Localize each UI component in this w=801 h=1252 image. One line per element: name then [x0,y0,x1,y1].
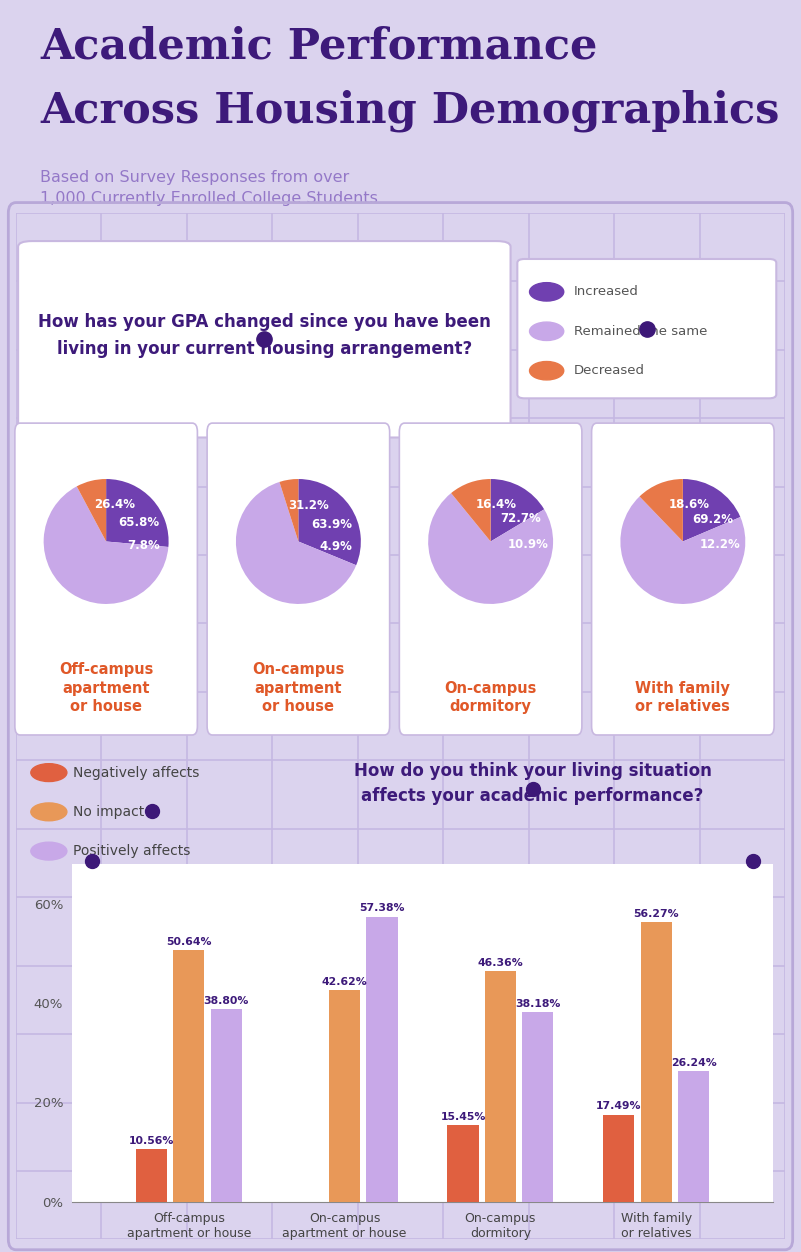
Bar [211,1009,242,1202]
Text: Off-campus
apartment
or house: Off-campus apartment or house [59,662,153,715]
Text: How do you think your living situation
affects your academic performance?: How do you think your living situation a… [354,761,711,805]
Bar [522,1012,553,1202]
Text: Negatively affects: Negatively affects [73,766,199,780]
Text: Remained the same: Remained the same [574,324,707,338]
Text: 57.38%: 57.38% [360,903,405,913]
FancyBboxPatch shape [15,423,197,735]
Text: 12.2%: 12.2% [700,537,741,551]
FancyBboxPatch shape [400,423,582,735]
Text: On-campus
apartment
or house: On-campus apartment or house [252,662,344,715]
Text: 50.64%: 50.64% [166,936,211,947]
Text: Increased: Increased [574,285,638,298]
Text: Across Housing Demographics: Across Housing Demographics [40,89,779,131]
Text: 72.7%: 72.7% [500,512,541,526]
Text: 46.36%: 46.36% [477,958,523,968]
Bar [329,990,360,1202]
Text: 31.2%: 31.2% [288,498,329,512]
Text: 38.80%: 38.80% [203,995,249,1005]
Text: 56.27%: 56.27% [634,909,679,919]
Bar [136,1149,167,1202]
Text: 69.2%: 69.2% [692,512,734,526]
Wedge shape [621,497,745,603]
Text: 26.24%: 26.24% [670,1058,716,1068]
Circle shape [529,362,564,379]
Text: 17.49%: 17.49% [596,1102,642,1112]
Wedge shape [451,480,491,541]
Text: 10.9%: 10.9% [508,538,549,551]
Text: Positively affects: Positively affects [73,844,191,858]
Bar [603,1116,634,1202]
Circle shape [31,843,67,860]
Text: Decreased: Decreased [574,364,645,377]
Wedge shape [682,480,740,541]
Wedge shape [77,480,107,541]
Text: 65.8%: 65.8% [118,516,159,528]
Text: No impact: No impact [73,805,144,819]
Text: 63.9%: 63.9% [312,518,352,531]
Text: 16.4%: 16.4% [476,498,517,511]
Bar [641,923,672,1202]
Circle shape [529,283,564,300]
Wedge shape [429,493,553,603]
Bar [448,1126,478,1202]
Text: 7.8%: 7.8% [127,538,159,552]
Text: Academic Performance: Academic Performance [40,25,598,68]
Wedge shape [106,480,168,547]
Text: 42.62%: 42.62% [322,977,368,987]
Wedge shape [280,480,298,541]
FancyBboxPatch shape [18,242,510,437]
Bar [485,972,516,1202]
Wedge shape [298,480,360,565]
Text: How has your GPA changed since you have been
living in your current housing arra: How has your GPA changed since you have … [38,313,491,358]
FancyBboxPatch shape [592,423,774,735]
Text: 10.56%: 10.56% [129,1136,174,1146]
Circle shape [31,764,67,781]
Bar [678,1072,709,1202]
Text: 4.9%: 4.9% [319,540,352,553]
Bar [173,950,204,1202]
Text: 18.6%: 18.6% [668,498,710,511]
Text: 38.18%: 38.18% [515,999,561,1009]
Text: 15.45%: 15.45% [441,1112,485,1122]
Text: On-campus
dormitory: On-campus dormitory [445,681,537,715]
Wedge shape [236,482,356,603]
Bar [366,916,397,1202]
Text: 26.4%: 26.4% [95,498,135,512]
Wedge shape [639,480,683,541]
FancyBboxPatch shape [207,423,389,735]
Text: Based on Survey Responses from over
1,000 Currently Enrolled College Students: Based on Survey Responses from over 1,00… [40,170,378,207]
Circle shape [31,803,67,821]
Circle shape [529,322,564,341]
Wedge shape [44,486,168,603]
Text: With family
or relatives: With family or relatives [635,681,731,715]
Wedge shape [490,480,544,541]
FancyBboxPatch shape [517,259,776,398]
